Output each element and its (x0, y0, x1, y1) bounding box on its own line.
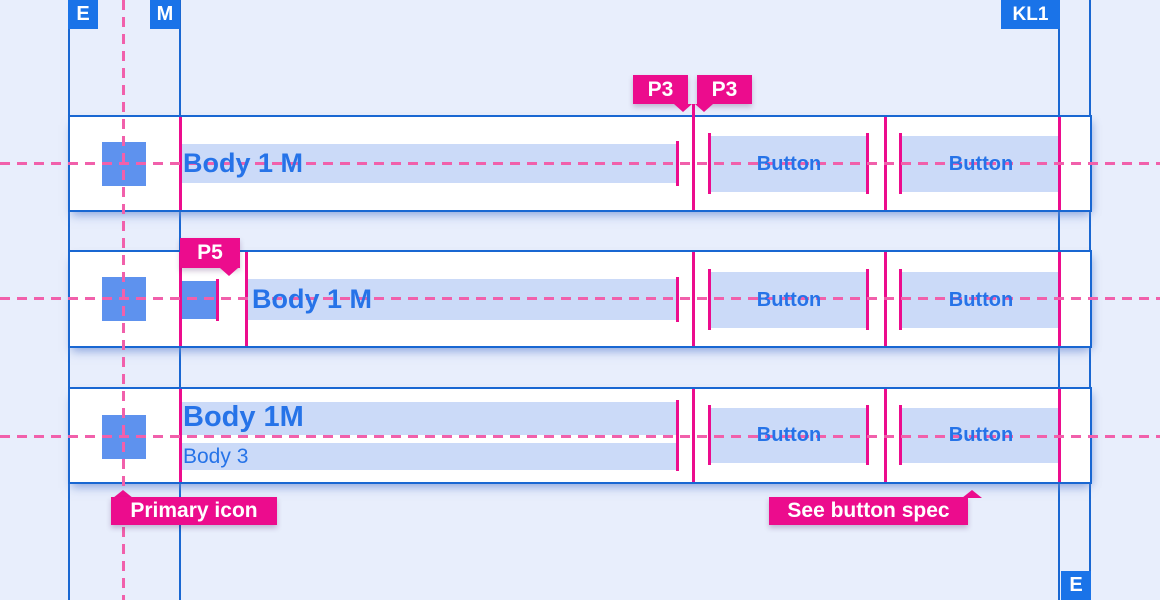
button-2-row2[interactable] (902, 272, 1060, 328)
button-1-row2-label: Button (756, 288, 822, 311)
secondary-icon-square-row2 (180, 281, 218, 319)
button-1-row3-label: Button (756, 424, 822, 446)
callout-primary-icon: Primary icon (111, 497, 277, 525)
centerline-row3 (0, 435, 1160, 438)
centerline-row1 (0, 162, 1160, 165)
callout-p3-right: P3 (697, 75, 752, 104)
row1-title: Body 1 M (183, 148, 304, 178)
callout-see-button-spec-pointer (962, 490, 982, 498)
title-highlight-row3 (179, 402, 678, 435)
row3-subtitle: Body 3 (183, 444, 249, 468)
keyline-label-e-top: E (68, 0, 98, 29)
callout-p3-left: P3 (633, 75, 688, 104)
icon-centerline-vertical (122, 0, 125, 600)
button-2-row1-label: Button (948, 152, 1014, 175)
callout-p3-left-pointer (674, 104, 692, 112)
callout-p5-pointer (220, 268, 238, 276)
button-1-row2[interactable] (710, 272, 868, 328)
button-2-row2-label: Button (948, 288, 1014, 311)
row3-title: Body 1M (183, 401, 304, 433)
button-2-row3-label: Button (948, 424, 1014, 446)
row2-title: Body 1 M (252, 284, 373, 314)
subtitle-highlight-row3 (179, 443, 678, 470)
button-1-row1-label: Button (756, 152, 822, 175)
keyline-label-m: M (150, 0, 180, 29)
p3-pointer-line (692, 104, 695, 117)
centerline-row2 (0, 297, 1160, 300)
callout-see-button-spec: See button spec (769, 497, 968, 525)
keyline-label-e-bottom: E (1061, 571, 1091, 600)
callout-p3-right-pointer (695, 104, 713, 112)
callout-p5: P5 (180, 238, 240, 268)
secondary-icon-end-line-row2 (216, 279, 219, 321)
callout-primary-icon-pointer (113, 490, 133, 498)
keyline-label-kl1: KL1 (1001, 0, 1060, 29)
